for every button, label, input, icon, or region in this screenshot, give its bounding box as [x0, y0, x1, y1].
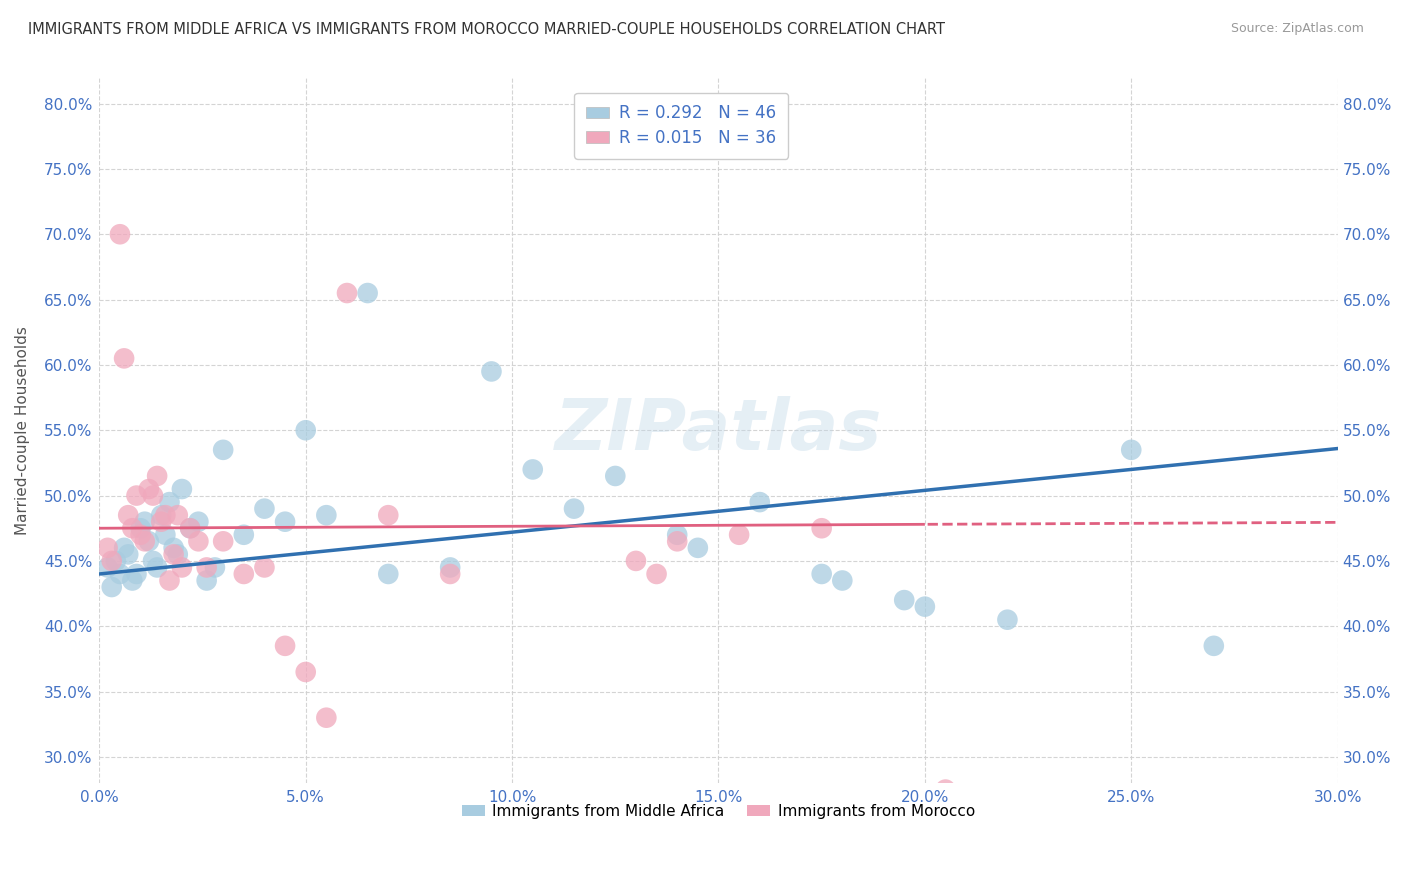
Point — [179, 521, 201, 535]
Point — [315, 711, 337, 725]
Point — [645, 566, 668, 581]
Point — [134, 534, 156, 549]
Point — [253, 501, 276, 516]
Point — [108, 566, 131, 581]
Point — [166, 547, 188, 561]
Point — [187, 534, 209, 549]
Point — [666, 534, 689, 549]
Point — [112, 351, 135, 366]
Point — [134, 515, 156, 529]
Point — [439, 560, 461, 574]
Point — [212, 442, 235, 457]
Point — [315, 508, 337, 523]
Point — [810, 521, 832, 535]
Point — [112, 541, 135, 555]
Point — [253, 560, 276, 574]
Point — [138, 534, 160, 549]
Point — [162, 541, 184, 555]
Point — [1202, 639, 1225, 653]
Point — [481, 364, 503, 378]
Point — [129, 521, 152, 535]
Text: IMMIGRANTS FROM MIDDLE AFRICA VS IMMIGRANTS FROM MOROCCO MARRIED-COUPLE HOUSEHOL: IMMIGRANTS FROM MIDDLE AFRICA VS IMMIGRA… — [28, 22, 945, 37]
Point — [170, 482, 193, 496]
Point — [204, 560, 226, 574]
Point — [159, 495, 181, 509]
Point — [914, 599, 936, 614]
Point — [97, 560, 120, 574]
Point — [155, 508, 177, 523]
Point — [129, 528, 152, 542]
Point — [125, 489, 148, 503]
Point — [356, 286, 378, 301]
Point — [377, 566, 399, 581]
Point — [934, 782, 956, 797]
Point — [1121, 442, 1143, 457]
Point — [108, 227, 131, 242]
Point — [187, 515, 209, 529]
Point — [162, 547, 184, 561]
Point — [893, 593, 915, 607]
Point — [166, 508, 188, 523]
Y-axis label: Married-couple Households: Married-couple Households — [15, 326, 30, 534]
Point — [831, 574, 853, 588]
Point — [159, 574, 181, 588]
Point — [104, 554, 127, 568]
Point — [142, 554, 165, 568]
Point — [150, 515, 173, 529]
Point — [117, 547, 139, 561]
Legend: Immigrants from Middle Africa, Immigrants from Morocco: Immigrants from Middle Africa, Immigrant… — [456, 797, 981, 825]
Point — [121, 521, 143, 535]
Point — [294, 423, 316, 437]
Point — [195, 574, 218, 588]
Point — [624, 554, 647, 568]
Point — [274, 639, 297, 653]
Point — [155, 528, 177, 542]
Point — [179, 521, 201, 535]
Point — [100, 580, 122, 594]
Point — [562, 501, 585, 516]
Point — [439, 566, 461, 581]
Point — [274, 515, 297, 529]
Point — [125, 566, 148, 581]
Point — [748, 495, 770, 509]
Point — [522, 462, 544, 476]
Point — [117, 508, 139, 523]
Point — [686, 541, 709, 555]
Point — [170, 560, 193, 574]
Point — [150, 508, 173, 523]
Point — [232, 528, 254, 542]
Point — [138, 482, 160, 496]
Point — [997, 613, 1019, 627]
Point — [666, 528, 689, 542]
Point — [232, 566, 254, 581]
Text: Source: ZipAtlas.com: Source: ZipAtlas.com — [1230, 22, 1364, 36]
Point — [146, 469, 169, 483]
Point — [336, 286, 359, 301]
Point — [195, 560, 218, 574]
Point — [294, 665, 316, 679]
Point — [100, 554, 122, 568]
Text: ZIPatlas: ZIPatlas — [555, 396, 882, 465]
Point — [146, 560, 169, 574]
Point — [605, 469, 627, 483]
Point — [97, 541, 120, 555]
Point — [212, 534, 235, 549]
Point — [728, 528, 751, 542]
Point — [377, 508, 399, 523]
Point — [810, 566, 832, 581]
Point — [142, 489, 165, 503]
Point — [121, 574, 143, 588]
